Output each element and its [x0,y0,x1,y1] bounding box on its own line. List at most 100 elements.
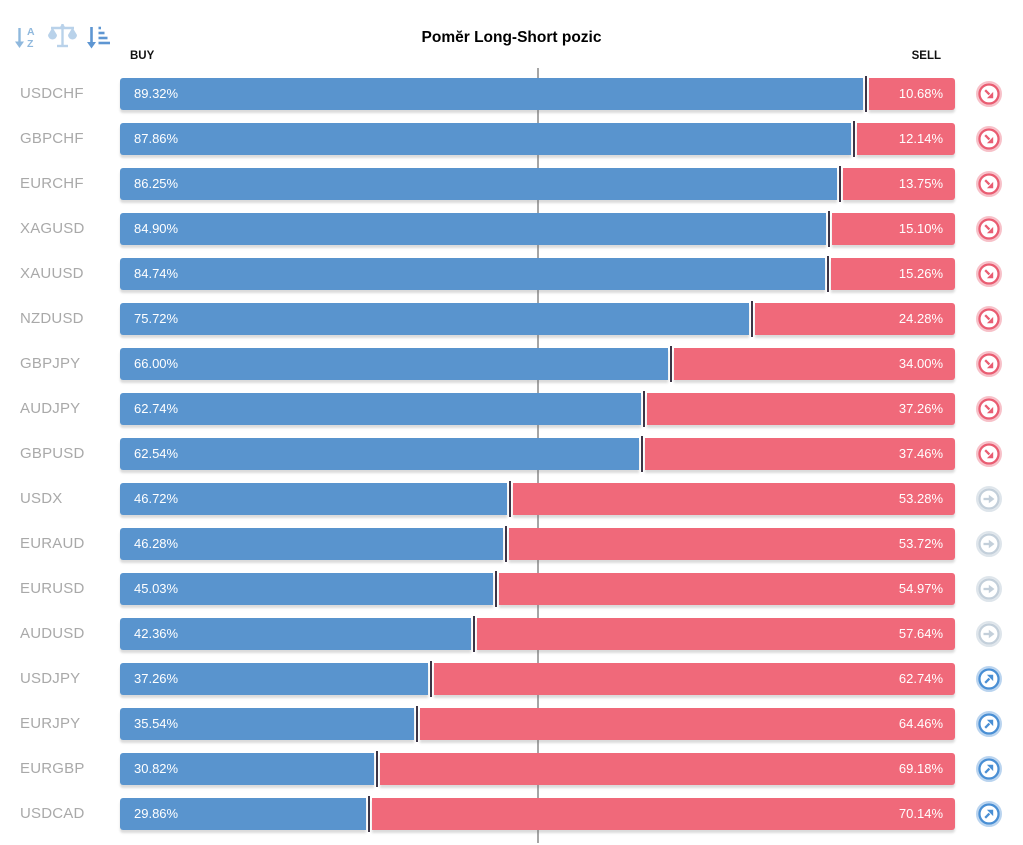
symbol-label: EURAUD [20,535,85,552]
symbol-label: USDJPY [20,670,81,687]
symbol-label: EURCHF [20,175,84,192]
buy-bar: 75.72% [120,302,750,335]
trend-down-button[interactable] [976,350,1002,377]
signal-cell [955,350,1023,377]
buy-bar: 29.86% [120,797,367,830]
buy-bar-value: 46.28% [134,536,179,551]
symbol-label: NZDUSD [20,310,84,327]
sort-alphabetical-button[interactable]: A Z [13,23,40,51]
junction-tick [826,255,829,292]
junction-tick [368,795,371,832]
trend-down-button[interactable] [976,305,1002,332]
table-row: USDCHF 89.32% 10.68% [0,71,1023,116]
ratio-bar-track: 62.54% 37.46% [120,435,955,472]
buy-bar-value: 66.00% [134,356,179,371]
buy-bar: 46.28% [120,527,504,560]
sell-bar-value: 62.74% [898,671,943,686]
balance-scale-button[interactable] [47,21,78,51]
sell-bar: 70.14% [372,797,955,830]
trend-flat-button[interactable] [976,575,1002,602]
sell-bar: 34.00% [674,347,955,380]
ratio-bar-track: 87.86% 12.14% [120,120,955,157]
sort-amount-button[interactable] [85,23,111,51]
trend-down-button[interactable] [976,215,1002,242]
table-row: EURJPY 35.54% 64.46% [0,701,1023,746]
table-row: AUDUSD 42.36% 57.64% [0,611,1023,656]
trend-flat-button[interactable] [976,485,1002,512]
table-row: GBPCHF 87.86% 12.14% [0,116,1023,161]
sell-bar-value: 69.18% [898,761,943,776]
trend-down-icon [976,260,1002,287]
junction-tick [505,525,508,562]
signal-cell [955,395,1023,422]
junction-tick [472,615,475,652]
trend-up-icon [976,800,1002,827]
trend-down-button[interactable] [976,125,1002,152]
sell-bar: 15.10% [831,212,955,245]
table-row: USDX 46.72% 53.28% [0,476,1023,521]
sell-bar-value: 10.68% [898,86,943,101]
buy-bar: 45.03% [120,572,493,605]
signal-cell [955,170,1023,197]
table-row: XAGUSD 84.90% 15.10% [0,206,1023,251]
sell-bar: 10.68% [868,77,955,110]
trend-flat-button[interactable] [976,530,1002,557]
ratio-bar-track: 30.82% 69.18% [120,750,955,787]
buy-bar: 37.26% [120,662,429,695]
signal-cell [955,305,1023,332]
junction-tick [751,300,754,337]
symbol-label: XAUUSD [20,265,84,282]
ratio-bar-track: 42.36% 57.64% [120,615,955,652]
sell-bar: 54.97% [499,572,955,605]
sell-bar-value: 53.72% [898,536,943,551]
buy-bar-value: 86.25% [134,176,179,191]
sell-bar: 53.72% [509,527,955,560]
trend-down-button[interactable] [976,395,1002,422]
buy-bar-value: 42.36% [134,626,179,641]
table-row: GBPJPY 66.00% 34.00% [0,341,1023,386]
sort-amount-icon [87,26,110,49]
svg-text:Z: Z [27,38,34,50]
trend-down-button[interactable] [976,80,1002,107]
ratio-bar-track: 62.74% 37.26% [120,390,955,427]
buy-bar: 42.36% [120,617,471,650]
trend-down-button[interactable] [976,170,1002,197]
trend-up-button[interactable] [976,665,1002,692]
sell-bar-value: 15.26% [898,266,943,281]
buy-bar: 89.32% [120,77,863,110]
buy-bar: 62.74% [120,392,641,425]
sell-bar-value: 37.46% [898,446,943,461]
trend-up-button[interactable] [976,800,1002,827]
sell-bar: 53.28% [513,482,955,515]
trend-up-button[interactable] [976,755,1002,782]
sell-bar: 24.28% [755,302,955,335]
trend-down-button[interactable] [976,440,1002,467]
signal-cell [955,755,1023,782]
buy-bar-value: 30.82% [134,761,179,776]
buy-bar: 84.90% [120,212,826,245]
svg-text:A: A [27,26,35,38]
sell-bar-value: 12.14% [898,131,943,146]
buy-bar: 62.54% [120,437,640,470]
trend-down-icon [976,440,1002,467]
buy-bar-value: 75.72% [134,311,179,326]
trend-flat-button[interactable] [976,620,1002,647]
sell-bar: 64.46% [419,707,955,740]
buy-bar-value: 62.54% [134,446,179,461]
sell-bar-value: 24.28% [898,311,943,326]
sell-bar-value: 64.46% [898,716,943,731]
sell-bar-value: 15.10% [898,221,943,236]
trend-up-button[interactable] [976,710,1002,737]
sell-bar: 12.14% [856,122,955,155]
sell-bar-value: 57.64% [898,626,943,641]
sell-column-header: SELL [911,50,941,62]
signal-cell [955,710,1023,737]
ratio-bar-track: 45.03% 54.97% [120,570,955,607]
sell-bar: 15.26% [830,257,955,290]
trend-down-icon [976,305,1002,332]
table-row: USDJPY 37.26% 62.74% [0,656,1023,701]
buy-bar: 86.25% [120,167,838,200]
rows: USDCHF 89.32% 10.68% [0,71,1023,836]
trend-down-button[interactable] [976,260,1002,287]
